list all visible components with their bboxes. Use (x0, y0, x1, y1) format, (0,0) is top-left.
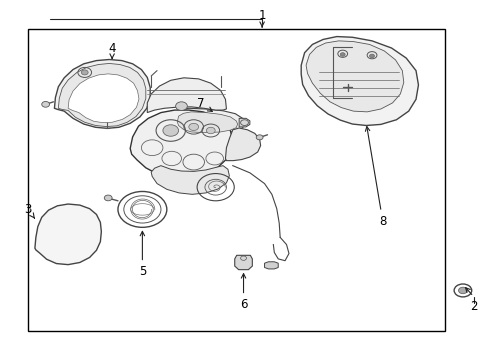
Polygon shape (306, 41, 404, 112)
Polygon shape (130, 110, 233, 178)
Polygon shape (35, 204, 101, 265)
Text: 8: 8 (366, 127, 387, 228)
Circle shape (104, 195, 112, 201)
Polygon shape (147, 78, 226, 113)
Polygon shape (68, 74, 139, 123)
Polygon shape (301, 37, 418, 126)
Text: 7: 7 (197, 98, 212, 112)
Polygon shape (265, 262, 278, 269)
Circle shape (369, 54, 374, 58)
Polygon shape (235, 255, 252, 270)
Circle shape (340, 53, 345, 56)
Circle shape (81, 70, 88, 75)
Circle shape (42, 102, 49, 107)
Polygon shape (225, 128, 261, 161)
Circle shape (459, 287, 467, 294)
Text: 5: 5 (139, 231, 146, 278)
Bar (27, 30, 445, 330)
Text: 6: 6 (240, 274, 247, 311)
Text: 4: 4 (108, 41, 116, 58)
Circle shape (256, 135, 263, 140)
Circle shape (206, 127, 215, 134)
Polygon shape (239, 118, 250, 127)
Circle shape (189, 123, 198, 131)
Text: 2: 2 (470, 300, 477, 313)
Polygon shape (174, 108, 245, 134)
Polygon shape (177, 112, 238, 133)
Text: 3: 3 (24, 203, 35, 218)
Polygon shape (58, 63, 146, 127)
Circle shape (175, 102, 187, 111)
Polygon shape (54, 59, 150, 129)
Polygon shape (151, 166, 229, 194)
Text: 1: 1 (258, 9, 266, 22)
Circle shape (163, 125, 178, 136)
